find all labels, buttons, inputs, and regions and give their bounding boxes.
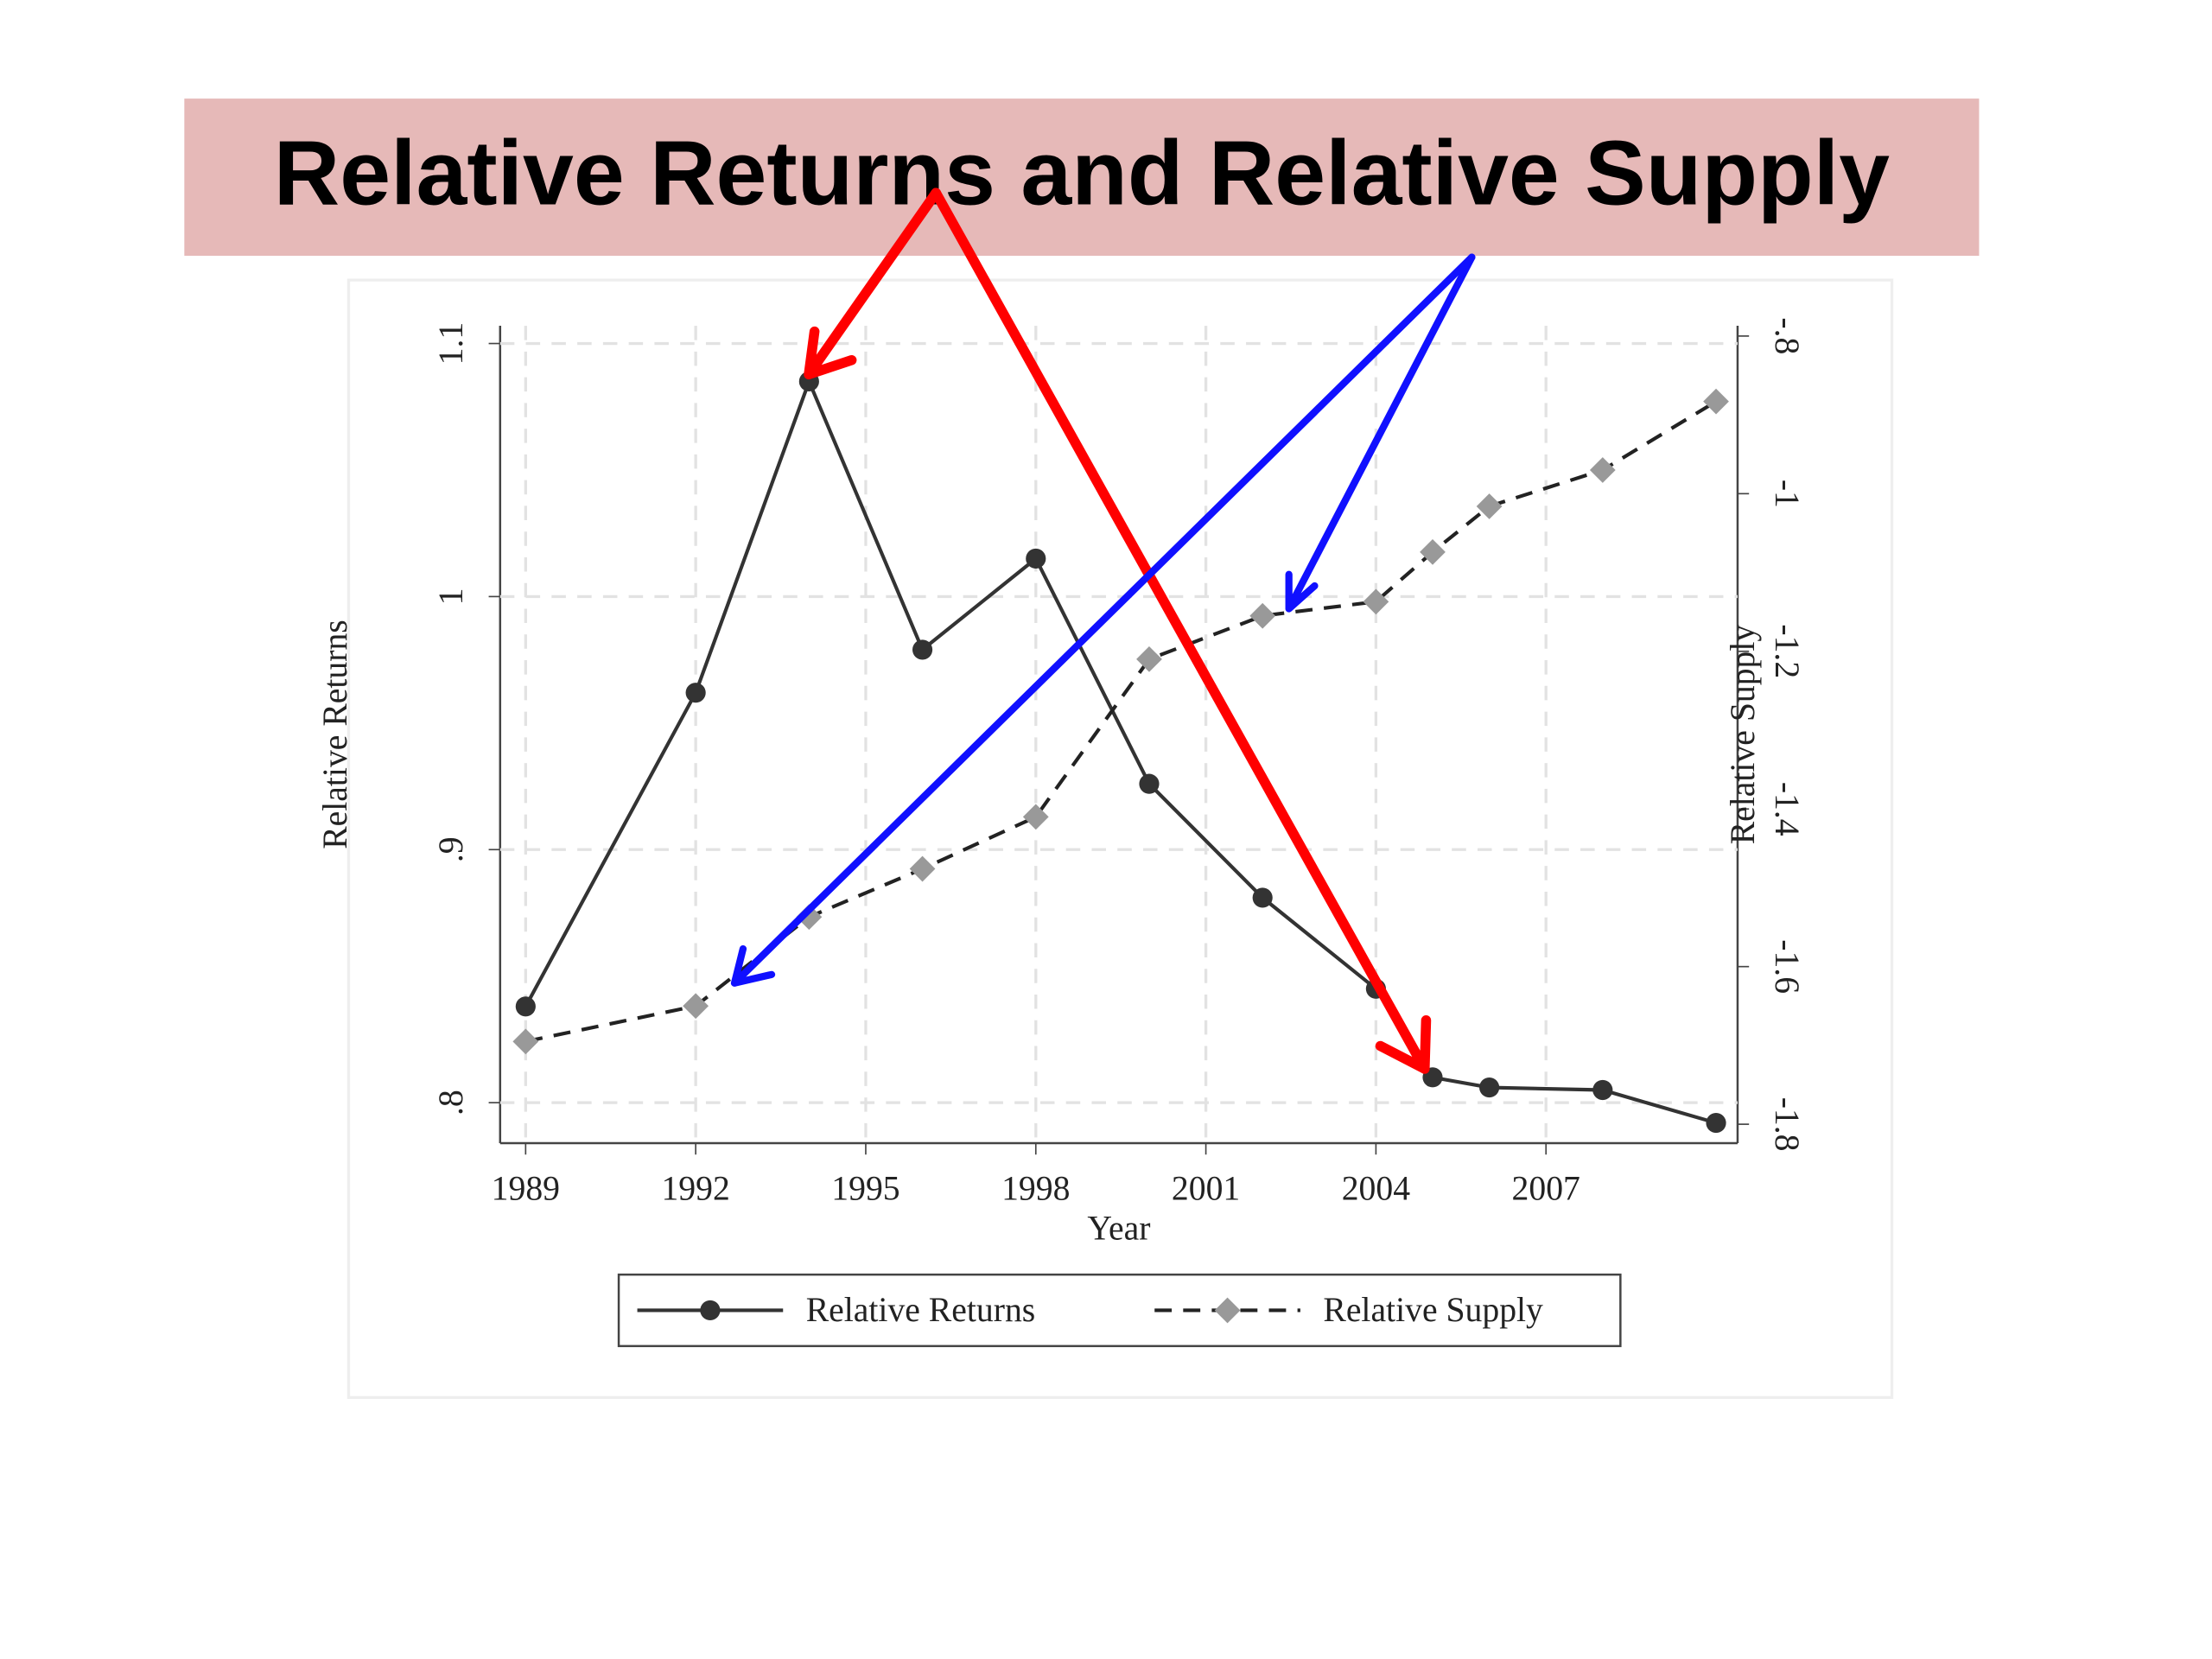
y2-tick-label: -1.4 xyxy=(1768,782,1806,836)
marker xyxy=(912,639,933,660)
y2-tick-label: -1.2 xyxy=(1768,624,1806,678)
y-tick-label: .8 xyxy=(432,1090,470,1116)
marker xyxy=(1589,457,1616,483)
blue-arrow xyxy=(730,253,1476,987)
x-tick-label: 1989 xyxy=(492,1169,560,1207)
marker xyxy=(700,1300,721,1321)
marker xyxy=(1420,538,1446,565)
blue-arrow xyxy=(1285,253,1476,613)
y2-tick-label: -1.8 xyxy=(1768,1097,1806,1152)
marker xyxy=(1139,773,1160,794)
legend-box xyxy=(617,1273,1622,1348)
marker xyxy=(796,904,823,931)
x-tick-label: 1998 xyxy=(1001,1169,1070,1207)
marker xyxy=(515,996,536,1017)
y2-axis-label: Relative Supply xyxy=(1724,625,1762,845)
marker xyxy=(1592,1079,1613,1101)
red-arrow xyxy=(804,188,941,380)
x-axis-label: Year xyxy=(1087,1210,1150,1248)
legend-label: Relative Returns xyxy=(806,1291,1036,1329)
series-line xyxy=(524,376,1717,1125)
y2-tick-label: -1.6 xyxy=(1768,939,1806,994)
marker xyxy=(512,1028,539,1055)
marker xyxy=(1479,1077,1500,1098)
marker xyxy=(1022,804,1049,830)
y-tick-label: 1 xyxy=(432,588,470,605)
y-tick-label: .9 xyxy=(432,836,470,862)
marker xyxy=(1706,1112,1726,1134)
annotation-arrows xyxy=(730,188,1476,1074)
marker xyxy=(1214,1297,1241,1324)
marker xyxy=(1703,388,1729,415)
title-banner xyxy=(184,99,1980,257)
plot-frame xyxy=(346,278,1894,1400)
marker xyxy=(1136,646,1162,672)
x-tick-label: 1992 xyxy=(661,1169,729,1207)
marker xyxy=(1476,493,1503,519)
legend-label: Relative Supply xyxy=(1323,1291,1543,1329)
marker xyxy=(909,855,936,882)
marker xyxy=(685,683,706,703)
y-tick-label: 1.1 xyxy=(432,322,470,365)
red-arrow xyxy=(931,188,1432,1074)
marker xyxy=(1363,588,1389,615)
y2-tick-label: -.8 xyxy=(1768,317,1806,354)
y2-tick-label: -1 xyxy=(1768,480,1806,508)
y-axis-label: Relative Returns xyxy=(316,620,354,849)
series-line xyxy=(524,399,1718,1044)
x-tick-label: 1995 xyxy=(831,1169,899,1207)
x-tick-label: 2001 xyxy=(1172,1169,1240,1207)
marker xyxy=(1252,887,1273,908)
chart-title: Relative Returns and Relative Supply xyxy=(274,122,1890,224)
marker xyxy=(1249,602,1276,629)
marker xyxy=(1026,548,1046,569)
marker xyxy=(683,993,709,1020)
x-tick-label: 2007 xyxy=(1512,1169,1580,1207)
x-tick-label: 2004 xyxy=(1342,1169,1411,1207)
